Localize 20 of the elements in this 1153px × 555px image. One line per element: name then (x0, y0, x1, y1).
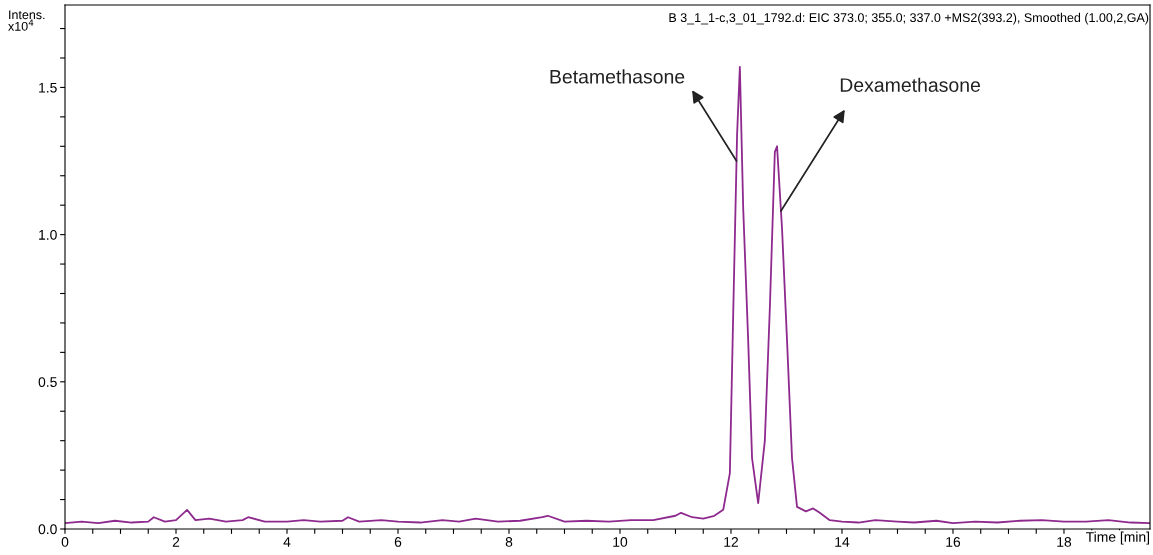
x-tick-label: 2 (172, 537, 180, 547)
x-tick-label: 10 (613, 537, 628, 547)
line-series (65, 65, 1150, 525)
y-tick-label: 1.0 (39, 229, 57, 240)
x-tick-label: 16 (946, 537, 961, 547)
y-tick-label: 1.5 (39, 82, 57, 93)
x-tick-label: 12 (724, 537, 739, 547)
x-tick-label: 0 (61, 537, 69, 547)
x-tick-label: 4 (283, 537, 291, 547)
x-tick-label: 8 (505, 537, 513, 547)
y-axis-title: Intens. x10$^{4}$ (8, 10, 45, 31)
y-tick-label: 0.5 (38, 377, 57, 387)
x-axis-title: Time [min] (1086, 531, 1150, 545)
annotation: B 3_1_1-c,3_01_1792.d: EIC 373.0; 355.0; 337.0 +MS2(393.2), Smoothed (1.00,2,GA) (669, 12, 1149, 25)
x-tick-label: 6 (394, 537, 402, 547)
annotation: Dexamethasone (840, 77, 980, 92)
x-tick-label: 14 (835, 537, 850, 547)
y-tick-label: 0.0 (38, 524, 57, 535)
annotation: Betamethasone (550, 69, 685, 84)
x-tick-label: 18 (1057, 537, 1072, 547)
